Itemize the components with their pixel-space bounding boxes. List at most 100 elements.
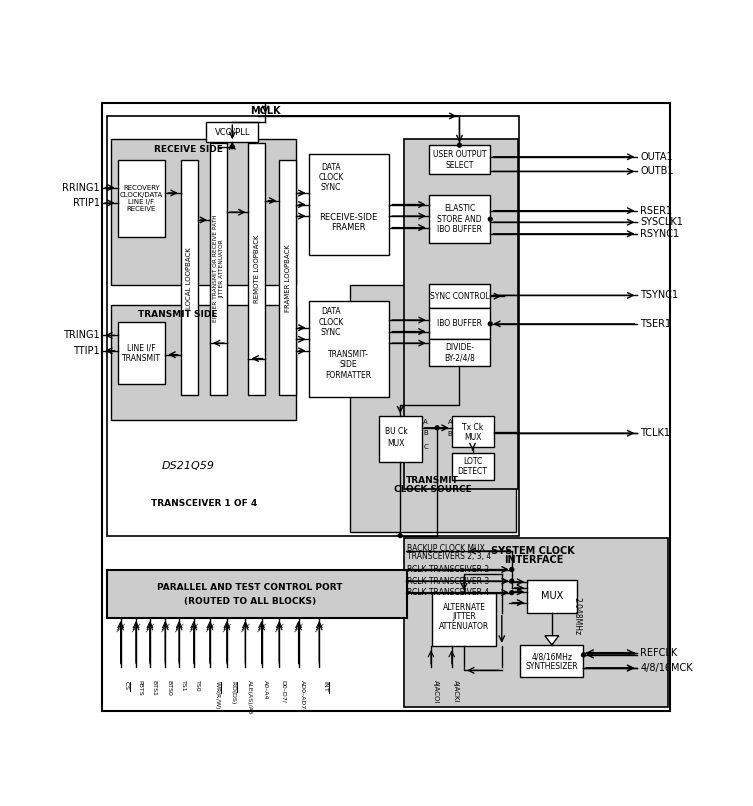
Text: BTS1: BTS1 — [151, 679, 157, 696]
Text: PARALLEL AND TEST CONTROL PORT: PARALLEL AND TEST CONTROL PORT — [157, 584, 343, 592]
Text: RECOVERY
CLOCK/DATA
LINE I/F
RECEIVE: RECOVERY CLOCK/DATA LINE I/F RECEIVE — [120, 185, 163, 212]
Text: ELASTIC
STORE AND
IBO BUFFER: ELASTIC STORE AND IBO BUFFER — [437, 204, 482, 234]
Text: ALE(AS)/A5: ALE(AS)/A5 — [247, 679, 252, 714]
Text: 2.048MHz: 2.048MHz — [573, 597, 582, 636]
Text: (ROUTED TO ALL BLOCKS): (ROUTED TO ALL BLOCKS) — [184, 596, 316, 605]
Text: RECEIVE-SIDE
FRAMER: RECEIVE-SIDE FRAMER — [319, 213, 378, 232]
Circle shape — [510, 567, 514, 571]
Text: JITTER: JITTER — [453, 612, 476, 621]
FancyBboxPatch shape — [404, 139, 518, 489]
Text: 4/8/16MCK: 4/8/16MCK — [640, 663, 693, 673]
Text: ATTENUATOR: ATTENUATOR — [439, 622, 489, 631]
Text: B: B — [423, 430, 428, 436]
FancyBboxPatch shape — [309, 155, 389, 255]
Text: TTIP1: TTIP1 — [73, 346, 100, 355]
Text: DATA
CLOCK
SYNC: DATA CLOCK SYNC — [319, 307, 343, 337]
Text: $\overline{\rm WR}$(R/W): $\overline{\rm WR}$(R/W) — [212, 679, 222, 709]
Text: TCLK1: TCLK1 — [640, 428, 670, 438]
Text: RRING1: RRING1 — [62, 183, 100, 193]
Text: LINE I/F
TRANSMIT: LINE I/F TRANSMIT — [122, 343, 161, 363]
Text: $\overline{\rm CS}$: $\overline{\rm CS}$ — [122, 679, 132, 690]
Text: OUTB1: OUTB1 — [640, 166, 674, 177]
FancyBboxPatch shape — [107, 116, 519, 536]
Text: TSER1: TSER1 — [640, 319, 672, 329]
FancyBboxPatch shape — [248, 143, 265, 395]
FancyBboxPatch shape — [309, 301, 389, 397]
FancyBboxPatch shape — [117, 322, 166, 384]
Text: AD0–AD7: AD0–AD7 — [300, 679, 305, 708]
FancyBboxPatch shape — [452, 453, 494, 480]
FancyBboxPatch shape — [404, 538, 668, 707]
Text: TRING1: TRING1 — [63, 330, 100, 340]
Text: A: A — [448, 418, 453, 425]
Text: REFCLK: REFCLK — [640, 648, 678, 658]
Text: RCLK TRANSCEIVER 2: RCLK TRANSCEIVER 2 — [407, 565, 489, 574]
Text: USER OUTPUT
SELECT: USER OUTPUT SELECT — [433, 150, 486, 169]
Text: MUX: MUX — [541, 592, 563, 601]
Circle shape — [458, 143, 462, 147]
FancyBboxPatch shape — [102, 103, 669, 711]
FancyBboxPatch shape — [279, 160, 296, 395]
Text: $\overline{\rm INT}$: $\overline{\rm INT}$ — [321, 679, 330, 692]
Text: A0–A4: A0–A4 — [263, 679, 268, 699]
Text: TRANSMIT: TRANSMIT — [406, 476, 459, 484]
FancyBboxPatch shape — [210, 143, 227, 395]
Text: RSYNC1: RSYNC1 — [640, 229, 679, 239]
Text: Tx Ck: Tx Ck — [462, 423, 483, 432]
Text: TRANSMIT-
SIDE
FORMATTER: TRANSMIT- SIDE FORMATTER — [325, 350, 372, 380]
FancyBboxPatch shape — [111, 305, 296, 420]
Polygon shape — [545, 636, 559, 645]
Text: REMOTE LOOPBACK: REMOTE LOOPBACK — [254, 235, 260, 303]
Text: RCLK TRANSCEIVER 4: RCLK TRANSCEIVER 4 — [407, 588, 489, 597]
Text: AJACKI: AJACKI — [453, 679, 459, 702]
Text: $\overline{\rm RD}$(DS): $\overline{\rm RD}$(DS) — [228, 679, 239, 704]
Text: D0–D7/: D0–D7/ — [281, 679, 286, 703]
Text: RTIP1: RTIP1 — [73, 198, 100, 208]
FancyBboxPatch shape — [350, 285, 516, 532]
Circle shape — [489, 322, 492, 326]
Text: TS0: TS0 — [195, 679, 200, 692]
Text: BTS0: BTS0 — [167, 679, 172, 696]
Circle shape — [435, 426, 439, 430]
Text: BU Ck: BU Ck — [385, 427, 407, 436]
Text: SYNC CONTROL: SYNC CONTROL — [429, 292, 489, 301]
Text: TS1: TS1 — [181, 679, 186, 692]
FancyBboxPatch shape — [428, 145, 490, 174]
Circle shape — [510, 591, 514, 595]
Text: AJACOI: AJACOI — [432, 679, 438, 703]
Text: INTERFACE: INTERFACE — [504, 555, 563, 565]
Text: ALTERNATE: ALTERNATE — [443, 603, 486, 612]
Text: MCLK: MCLK — [250, 106, 281, 115]
Text: VCO/PLL: VCO/PLL — [215, 127, 250, 137]
Text: RECEIVE SIDE: RECEIVE SIDE — [154, 144, 223, 154]
FancyBboxPatch shape — [111, 139, 296, 285]
FancyBboxPatch shape — [452, 416, 494, 447]
Text: RSER1: RSER1 — [640, 206, 672, 216]
Text: LOTC
DETECT: LOTC DETECT — [458, 457, 487, 476]
FancyBboxPatch shape — [527, 580, 578, 613]
Text: 4/8/16MHz: 4/8/16MHz — [532, 652, 572, 661]
Text: TSYNC1: TSYNC1 — [640, 290, 678, 301]
Circle shape — [230, 145, 234, 148]
Text: EITHER TRANSMIT OR RECEIVE PATH
JITTER ATTENUATOR: EITHER TRANSMIT OR RECEIVE PATH JITTER A… — [213, 214, 224, 322]
FancyBboxPatch shape — [520, 645, 584, 677]
Text: DS21Q59: DS21Q59 — [162, 461, 215, 472]
Text: MUX: MUX — [388, 438, 405, 447]
Text: OUTA1: OUTA1 — [640, 152, 673, 162]
Circle shape — [398, 534, 402, 538]
FancyBboxPatch shape — [117, 160, 166, 237]
Text: RCLK TRANSCEIVER 3: RCLK TRANSCEIVER 3 — [407, 576, 489, 585]
Text: MUX: MUX — [464, 434, 481, 442]
Text: SYSTEM CLOCK: SYSTEM CLOCK — [492, 546, 575, 556]
Text: DIVIDE-
BY-2/4/8: DIVIDE- BY-2/4/8 — [444, 343, 475, 362]
Text: SYNTHESIZER: SYNTHESIZER — [526, 662, 578, 671]
FancyBboxPatch shape — [428, 339, 490, 366]
Text: B: B — [448, 431, 453, 437]
Text: DATA
CLOCK
SYNC: DATA CLOCK SYNC — [319, 163, 343, 193]
FancyBboxPatch shape — [428, 309, 490, 339]
FancyBboxPatch shape — [107, 571, 407, 618]
Text: TRANSCEIVERS 2, 3, 4: TRANSCEIVERS 2, 3, 4 — [407, 552, 492, 561]
Text: C: C — [423, 444, 428, 450]
Text: A: A — [423, 418, 428, 425]
FancyBboxPatch shape — [206, 123, 258, 142]
